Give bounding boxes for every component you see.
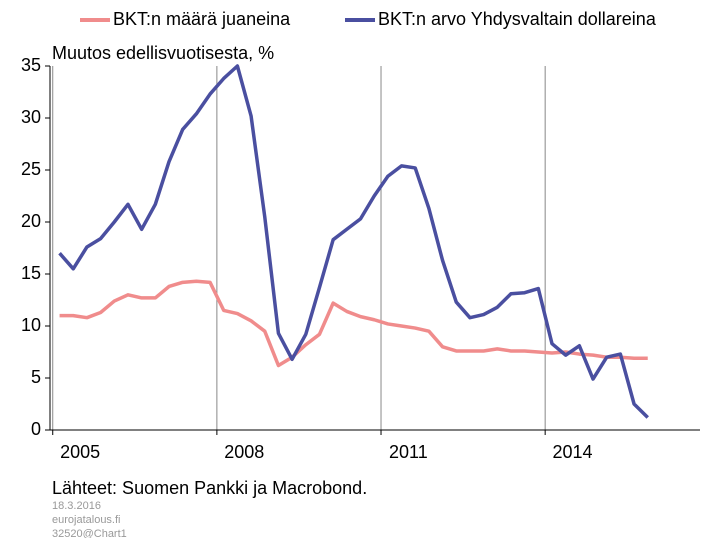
y-tick-label: 35 <box>21 55 41 75</box>
y-tick-label: 25 <box>21 159 41 179</box>
footer-site: eurojatalous.fi <box>52 514 121 526</box>
x-tick-label: 2005 <box>60 442 100 462</box>
footer-id: 32520@Chart1 <box>52 528 127 538</box>
x-tick-label: 2011 <box>389 442 428 462</box>
legend-label: BKT:n arvo Yhdysvaltain dollareina <box>378 9 657 29</box>
y-tick-label: 20 <box>21 211 41 231</box>
y-tick-label: 30 <box>21 107 41 127</box>
x-tick-label: 2008 <box>224 442 264 462</box>
chart-subtitle: Muutos edellisvuotisesta, % <box>52 43 274 63</box>
source: Lähteet: Suomen Pankki ja Macrobond. <box>52 478 367 498</box>
legend-label: BKT:n määrä juaneina <box>113 9 291 29</box>
footer-date: 18.3.2016 <box>52 500 101 512</box>
series-line <box>58 64 649 419</box>
y-tick-label: 0 <box>31 419 41 439</box>
series-line <box>59 279 648 368</box>
y-tick-label: 10 <box>21 315 41 335</box>
y-tick-label: 5 <box>31 367 41 387</box>
y-tick-label: 15 <box>21 263 41 283</box>
x-tick-label: 2014 <box>552 442 592 462</box>
